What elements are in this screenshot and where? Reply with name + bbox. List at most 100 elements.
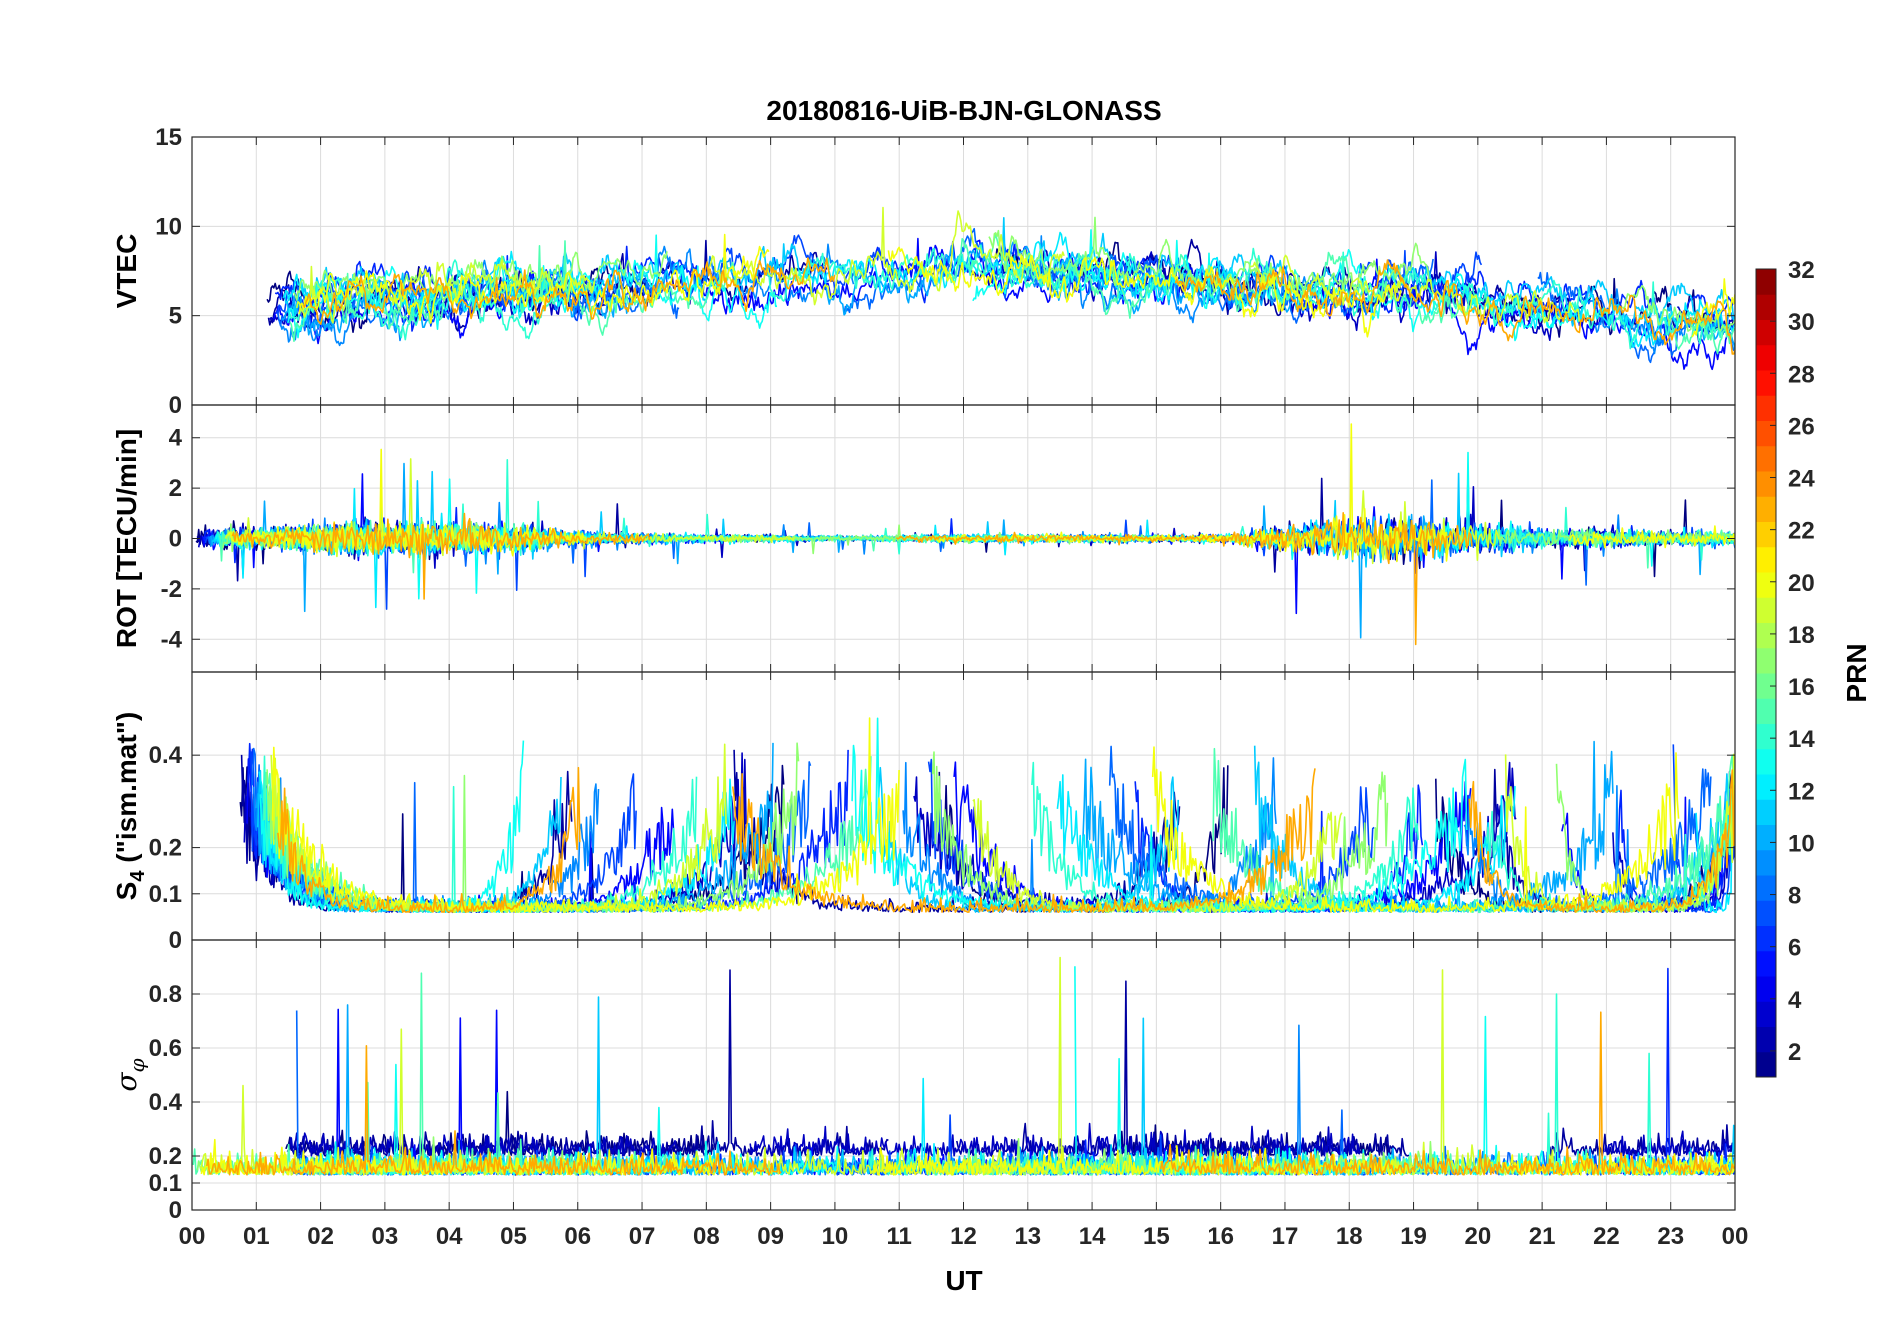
colorbar-segment	[1756, 1001, 1776, 1027]
x-tick-label: 12	[950, 1223, 977, 1250]
colorbar-segment	[1756, 370, 1776, 396]
colorbar-tick-label: 6	[1788, 935, 1801, 962]
rot-ylabel: ROT [TECU/min]	[111, 429, 142, 648]
colorbar-tick-label: 32	[1788, 257, 1815, 284]
colorbar-tick-label: 30	[1788, 309, 1815, 336]
colorbar-tick-label: 4	[1788, 987, 1802, 1014]
s4-series	[239, 717, 1735, 914]
colorbar-tick-label: 20	[1788, 570, 1815, 597]
colorbar-tick-label: 26	[1788, 413, 1815, 440]
vtec-ytick-label: 0	[169, 392, 182, 419]
panel-s4: 00.10.20.4S4 ("ism.mat")	[111, 671, 1736, 954]
colorbar-segment	[1756, 496, 1776, 522]
s4-ytick-label: 0.2	[149, 835, 182, 862]
colorbar-segment	[1756, 471, 1776, 497]
vtec-series-prn-23	[302, 257, 1735, 355]
panel-vtec: 0 5 10 15 VTEC	[111, 124, 1736, 419]
colorbar-segment	[1756, 673, 1776, 699]
s4-ylabel: S4 ("ism.mat")	[111, 712, 149, 901]
colorbar-segment	[1756, 647, 1776, 674]
rot-ytick-label: -4	[161, 626, 183, 653]
panel-sigma_phi: 00.10.2 0.4 0.6 0.8 σφ	[110, 939, 1736, 1224]
s4-ytick-label: 0.1	[149, 881, 182, 908]
x-tick-label: 14	[1079, 1223, 1106, 1250]
x-tick-label: 04	[436, 1223, 463, 1250]
s4-ytick-label: 0.4	[149, 742, 183, 769]
rot-ylabel-main: ROT [TECU/min]	[111, 429, 142, 648]
colorbar-segment	[1756, 622, 1776, 649]
rot-ytick-label: -2	[161, 576, 182, 603]
colorbar-tick-label: 12	[1788, 778, 1815, 805]
x-tick-label: 16	[1207, 1223, 1234, 1250]
x-tick-label: 15	[1143, 1223, 1170, 1250]
x-tick-labels: 00 01 02 03 04 05 06 07 08 09 10 11 12 13 14 15 16 17 18 19…	[179, 1223, 1749, 1250]
rot-series	[195, 423, 1735, 646]
sigma_phi-ytick-label: 0.8	[149, 981, 182, 1008]
colorbar-segment	[1756, 445, 1776, 472]
colorbar-label: PRN	[1841, 643, 1872, 702]
sigma_phi-series-prn-2	[286, 969, 1735, 1157]
x-tick-label: 22	[1593, 1223, 1620, 1250]
sigma_phi-ylabel-main: σ	[110, 1072, 143, 1092]
sigma_phi-series	[192, 956, 1735, 1176]
colorbar-segment	[1756, 319, 1776, 346]
x-tick-label: 19	[1400, 1223, 1427, 1250]
colorbar-tick-label: 14	[1788, 726, 1815, 753]
sigma_phi-ytick-label: 0	[169, 1197, 182, 1224]
rot-ytick-label: 2	[169, 475, 182, 502]
colorbar-segment	[1756, 521, 1776, 548]
colorbar-segment	[1756, 849, 1776, 876]
s4-series-prn-23	[277, 766, 1735, 913]
colorbar-tick-label: 22	[1788, 518, 1815, 545]
colorbar-segment	[1756, 344, 1776, 371]
x-tick-label: 13	[1014, 1223, 1041, 1250]
colorbar-segment	[1756, 925, 1776, 952]
colorbar-segment	[1756, 976, 1776, 1002]
colorbar-tick-label: 28	[1788, 361, 1815, 388]
colorbar-segment	[1756, 269, 1776, 295]
x-axis-label: UT	[945, 1265, 982, 1296]
colorbar-segment	[1756, 597, 1776, 623]
colorbar-segment	[1756, 1051, 1776, 1078]
x-tick-label: 23	[1657, 1223, 1684, 1250]
colorbar-tick-label: 8	[1788, 883, 1801, 910]
x-tick-label: 11	[887, 1223, 912, 1250]
x-tick-label: 09	[757, 1223, 784, 1250]
colorbar-segment	[1756, 774, 1776, 800]
x-tick-label: 03	[372, 1223, 399, 1250]
s4-ylabel-suffix: ("ism.mat")	[111, 712, 142, 871]
vtec-ytick-label: 15	[155, 124, 182, 151]
rot-ytick-label: 0	[169, 526, 182, 553]
x-tick-label: 10	[822, 1223, 849, 1250]
x-tick-label: 06	[564, 1223, 591, 1250]
colorbar-segment	[1756, 900, 1776, 926]
x-tick-label: 02	[307, 1223, 334, 1250]
colorbar-frame	[1755, 268, 1777, 1078]
colorbar-segment	[1756, 748, 1776, 775]
s4-ylabel-main: S	[111, 882, 142, 901]
sigma_phi-ytick-label: 0.6	[149, 1035, 182, 1062]
x-tick-label: 05	[500, 1223, 527, 1250]
vtec-series	[266, 206, 1735, 371]
rot-ytick-label: 4	[169, 425, 183, 452]
rot-series-prn-23	[231, 511, 1473, 646]
vtec-ytick-label: 5	[169, 303, 182, 330]
sigma_phi-ylabel-sub: φ	[125, 1058, 149, 1072]
colorbar-segment	[1756, 395, 1776, 421]
colorbar-segment	[1756, 698, 1776, 724]
x-tick-label: 00	[179, 1223, 206, 1250]
x-tick-label: 20	[1464, 1223, 1491, 1250]
panel-rot: -4 -2 0 2 4 ROT [TECU/min]	[111, 404, 1736, 673]
colorbar-tick-label: 2	[1788, 1039, 1801, 1066]
colorbar-segment	[1756, 950, 1776, 977]
s4-ylabel-sub: 4	[127, 870, 149, 882]
colorbar-tick-label: 24	[1788, 466, 1815, 493]
colorbar-segment	[1756, 723, 1776, 750]
colorbar-segment	[1756, 1026, 1776, 1053]
colorbar-segment	[1756, 799, 1776, 825]
sigma_phi-ylabel: σφ	[110, 1058, 149, 1091]
colorbar-tick-label: 10	[1788, 830, 1815, 857]
